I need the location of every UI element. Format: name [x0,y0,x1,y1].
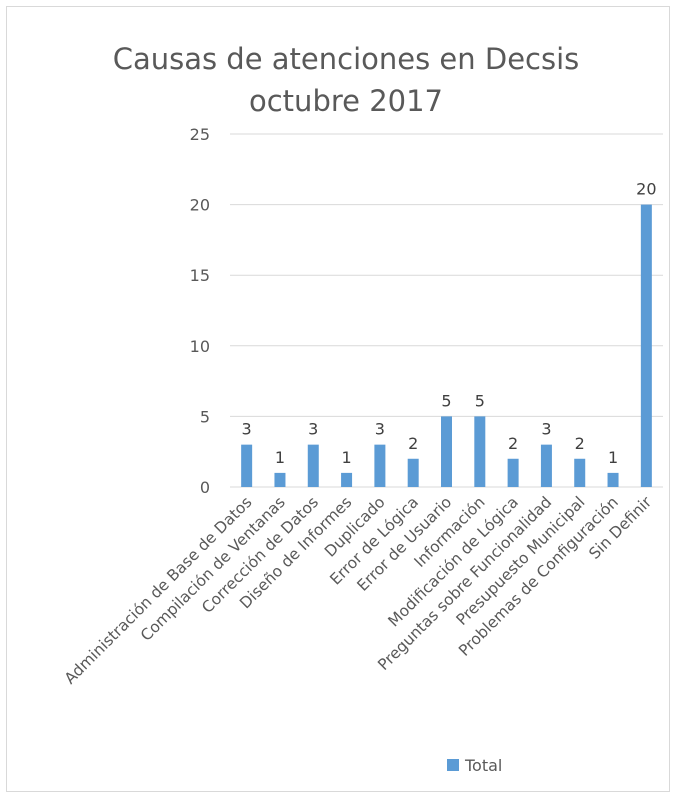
chart-frame: Causas de atenciones en Decsis octubre 2… [6,6,670,792]
bar [574,458,586,487]
bar [274,472,286,487]
data-label: 1 [341,448,351,467]
data-label: 2 [575,434,585,453]
y-tick-label: 15 [190,266,210,285]
bar [241,444,253,487]
data-label: 1 [275,448,285,467]
bar [640,204,652,487]
data-label: 2 [408,434,418,453]
bar [607,472,619,487]
data-label: 1 [608,448,618,467]
data-label: 3 [541,420,551,439]
chart-title: Causas de atenciones en Decsis [113,42,580,76]
y-tick-label: 25 [190,125,210,144]
y-tick-label: 0 [200,478,210,497]
y-tick-label: 10 [190,337,210,356]
data-label: 3 [308,420,318,439]
bar [407,458,419,487]
data-labels: 3 1 3 1 3 2 5 5 2 3 2 1 20 [242,180,657,467]
bar [474,416,486,487]
gridlines [230,133,663,488]
legend: Total [447,756,502,775]
data-label: 2 [508,434,518,453]
y-tick-label: 5 [200,407,210,426]
bar [507,458,519,487]
bar [540,444,552,487]
data-label: 3 [375,420,385,439]
chart-canvas: Causas de atenciones en Decsis octubre 2… [61,42,663,775]
legend-swatch [447,759,459,771]
x-axis-categories: Administración de Base de DatosCompilaci… [61,493,656,688]
data-label: 5 [475,391,485,410]
bars [241,204,652,487]
chart-subtitle: octubre 2017 [249,84,443,118]
bar [307,444,319,487]
bar [374,444,386,487]
y-tick-label: 20 [190,196,210,215]
bar [341,472,353,487]
legend-label: Total [464,756,502,775]
data-label: 20 [636,180,656,199]
y-axis-ticks: 0 5 10 15 20 25 [190,125,210,497]
data-label: 5 [441,391,451,410]
data-label: 3 [242,420,252,439]
bar [441,416,452,487]
